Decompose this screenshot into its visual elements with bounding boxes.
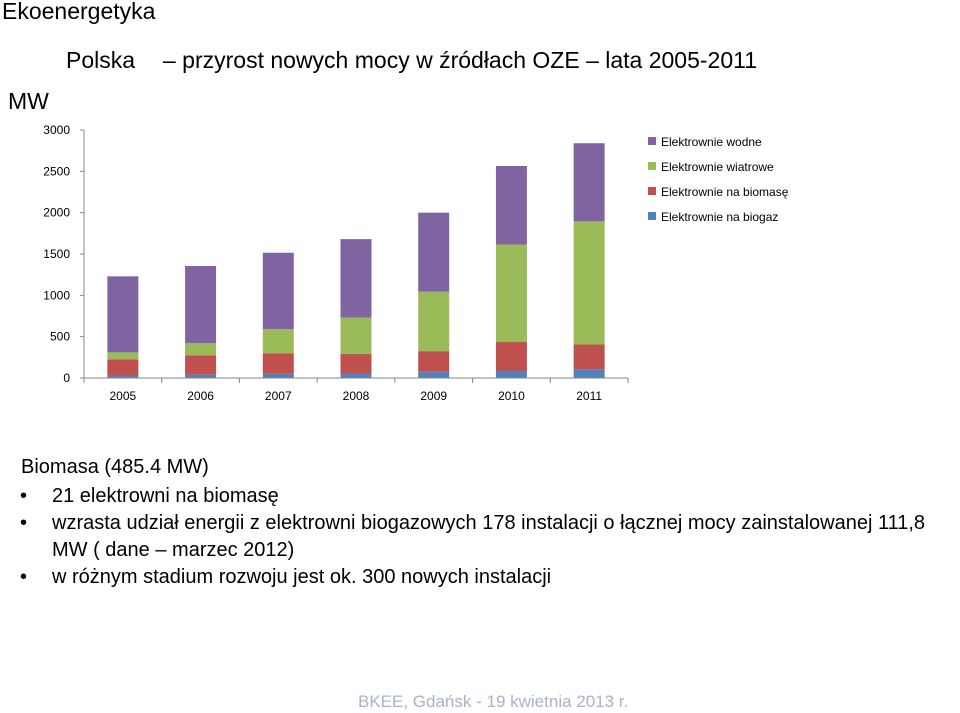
legend-label: Elektrownie na biomasę — [661, 185, 789, 199]
bar-segment — [185, 355, 217, 375]
x-tick-label: 2011 — [576, 389, 602, 403]
bar-segment — [262, 373, 294, 378]
bar-segment — [262, 252, 294, 330]
legend-swatch — [648, 162, 656, 170]
legend: Elektrownie wodne Elektrownie wiatrowe Ele… — [648, 135, 789, 224]
y-tick-label: 1000 — [43, 288, 70, 302]
legend-swatch — [648, 187, 656, 195]
bar-segment — [418, 212, 450, 292]
bar-segment — [495, 370, 527, 378]
bar-segment — [573, 344, 605, 370]
bullet-item: • wzrasta udział energii z elektrowni bi… — [20, 510, 960, 564]
bar-segment — [107, 359, 139, 376]
x-tick-label: 2006 — [187, 389, 214, 403]
bullet-icon: • — [20, 485, 28, 507]
bar-segment — [418, 291, 450, 352]
bullet-list: • 21 elektrowni na biomasę • wzrasta udz… — [20, 483, 960, 591]
x-tick-label: 2010 — [498, 389, 525, 403]
bar-segment — [262, 353, 294, 374]
x-tick-label: 2007 — [265, 389, 292, 403]
bar-segment — [573, 221, 605, 345]
chart-title-country: Polska — [66, 47, 136, 73]
bullet-item: • 21 elektrowni na biomasę — [20, 483, 960, 510]
bar-segment — [495, 165, 527, 245]
legend-label: Elektrownie wiatrowe — [661, 160, 774, 174]
bar-segment — [107, 276, 139, 353]
bullet-icon: • — [20, 566, 28, 588]
bullet-text: wzrasta udział energii z elektrowni biog… — [52, 512, 926, 561]
y-tick-label: 2000 — [43, 206, 70, 220]
bullet-icon: • — [20, 512, 28, 534]
bar-segment — [340, 373, 372, 378]
section-heading: Biomasa (485.4 MW) — [21, 456, 209, 478]
bar-segment — [107, 352, 139, 360]
bar-segment — [185, 265, 217, 344]
bar-segment — [573, 143, 605, 222]
y-tick-label: 2500 — [43, 164, 70, 178]
y-tick-label: 0 — [63, 371, 70, 385]
bar-segment — [107, 375, 139, 378]
x-tick-label: 2005 — [110, 389, 137, 403]
bar-segment — [262, 329, 294, 354]
unit-label: MW — [8, 88, 49, 114]
x-tick-label: 2008 — [343, 389, 370, 403]
bar-segment — [185, 343, 217, 356]
bar-segment — [185, 374, 217, 378]
bar-segment — [418, 371, 450, 378]
slide-title: Ekoenergetyka — [2, 0, 156, 24]
y-tick-label: 500 — [50, 330, 70, 344]
x-axis: 2005 2006 2007 2008 2009 2010 2011 — [83, 377, 629, 403]
bar-segment — [418, 351, 450, 372]
y-tick-label: 3000 — [43, 123, 70, 137]
bar-segment — [573, 369, 605, 378]
bullet-item: • w różnym stadium rozwoju jest ok. 300 … — [20, 564, 960, 591]
bar-segment — [340, 239, 372, 318]
bar-segment — [340, 354, 372, 374]
x-tick-label: 2009 — [420, 389, 447, 403]
bar-segment — [495, 244, 527, 343]
bar-segment — [495, 342, 527, 371]
footer: BKEE, Gdańsk - 19 kwietnia 2013 r. — [358, 692, 629, 711]
y-axis: 0 500 1000 1500 2000 2500 3000 — [43, 123, 85, 385]
bullet-text: w różnym stadium rozwoju jest ok. 300 no… — [52, 566, 552, 588]
legend-label: Elektrownie na biogaz — [661, 210, 778, 224]
bar-segment — [340, 317, 372, 355]
legend-swatch — [648, 212, 656, 220]
bars — [107, 143, 605, 378]
chart-title: – przyrost nowych mocy w źródłach OZE – … — [163, 47, 758, 73]
legend-swatch — [648, 137, 656, 145]
legend-label: Elektrownie wodne — [661, 135, 762, 149]
y-tick-label: 1500 — [43, 247, 70, 261]
bullet-text: 21 elektrowni na biomasę — [52, 485, 279, 507]
